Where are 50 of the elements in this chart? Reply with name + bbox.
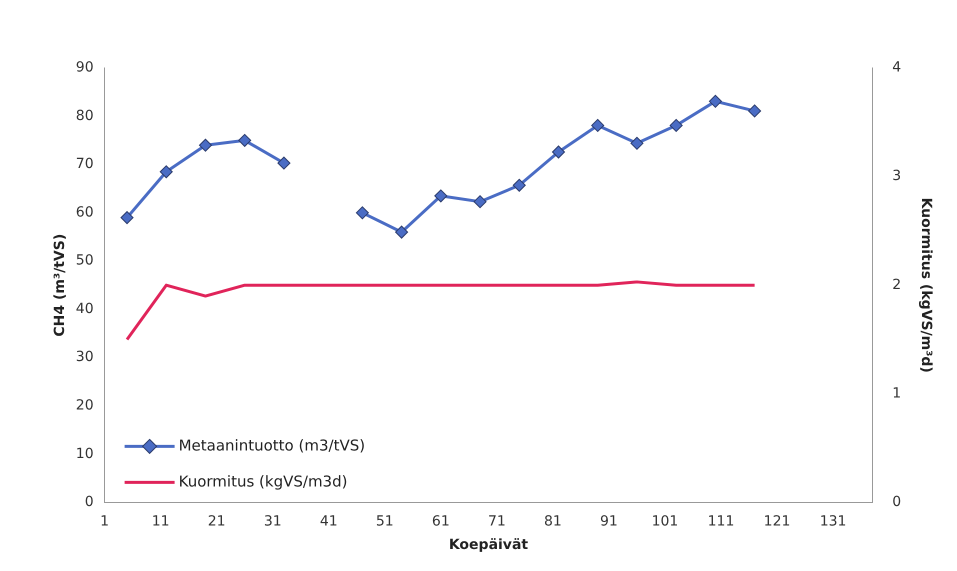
x-tick-label: 131 <box>820 513 846 530</box>
x-tick-label: 11 <box>152 513 170 530</box>
point <box>552 145 565 158</box>
x-tick-label: 71 <box>488 513 506 530</box>
y2-tick-label: 3 <box>892 168 902 184</box>
x-axis-title: Koepäivät <box>448 537 528 554</box>
point <box>474 195 487 208</box>
y2-tick-label: 1 <box>892 385 902 402</box>
x-tick-label: 21 <box>208 513 226 530</box>
point <box>591 118 604 132</box>
point <box>356 206 369 220</box>
point <box>120 211 134 224</box>
y-tick-label: 90 <box>76 60 94 76</box>
x-tick-label: 41 <box>320 513 338 530</box>
y-tick-label: 70 <box>76 156 94 172</box>
point <box>395 226 408 239</box>
point <box>434 189 448 202</box>
point <box>630 136 644 150</box>
y-tick-label: 40 <box>76 300 94 317</box>
point <box>277 156 290 170</box>
y-tick-label: 10 <box>76 446 94 462</box>
y-tick-label: 30 <box>76 349 94 366</box>
x-tick-label: 61 <box>432 513 450 530</box>
point <box>748 104 762 118</box>
x-tick-label: 81 <box>544 513 562 530</box>
y2-tick-label: 0 <box>892 494 902 510</box>
point <box>512 178 526 192</box>
x-tick-label: 1 <box>100 513 110 530</box>
x-tick-label: 91 <box>600 513 618 530</box>
y2-axis-title: Kuormitus (kgVS/m³d) <box>918 198 934 373</box>
legend-label: Kuormitus (kgVS/m3d) <box>178 472 348 490</box>
y-tick-label: 0 <box>84 494 94 510</box>
x-tick-label: 31 <box>264 513 282 530</box>
x-tick-label: 51 <box>376 513 394 530</box>
point <box>198 138 212 152</box>
y-axis-title: CH4 (m³/tVS) <box>52 234 68 337</box>
y-tick-label: 60 <box>76 204 94 220</box>
y-tick-label: 50 <box>76 252 94 269</box>
x-tick-label: 111 <box>708 513 734 530</box>
legend-label: Metaanintuotto (m3/tVS) <box>178 436 366 454</box>
point <box>670 118 683 132</box>
y-tick-label: 20 <box>76 398 94 414</box>
point <box>708 94 722 108</box>
x-tick-label: 101 <box>652 513 678 530</box>
y2-tick-label: 4 <box>892 60 902 76</box>
y-tick-label: 80 <box>76 108 94 124</box>
y2-tick-label: 2 <box>892 276 902 293</box>
point <box>160 165 173 178</box>
x-tick-label: 121 <box>764 513 790 530</box>
point <box>238 134 252 147</box>
